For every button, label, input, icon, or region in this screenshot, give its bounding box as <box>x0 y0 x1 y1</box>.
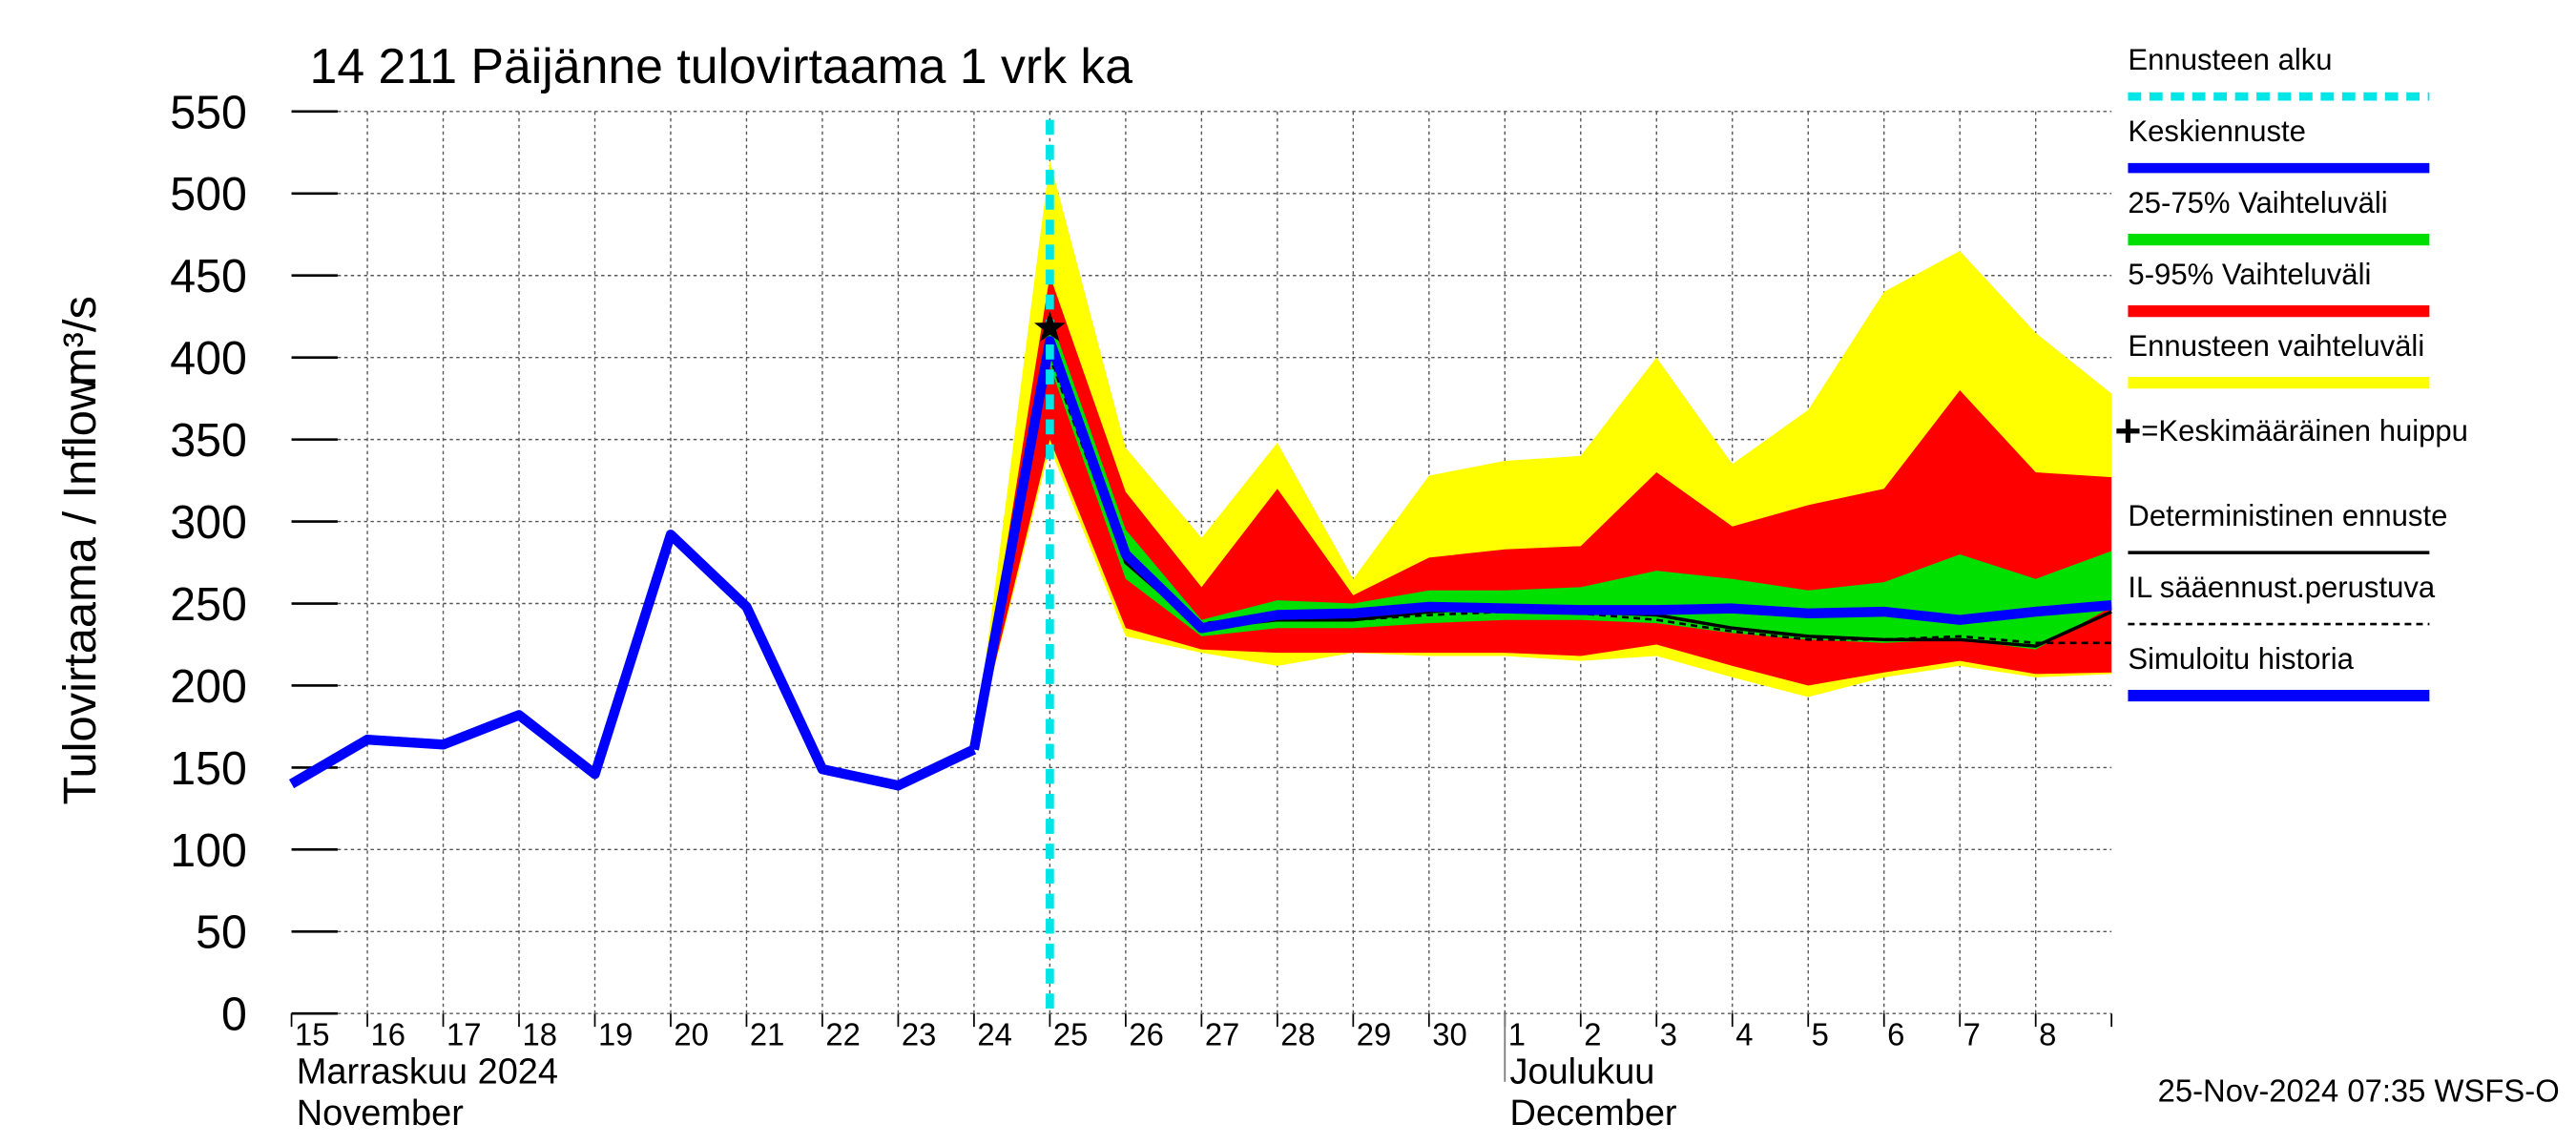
x-tick-label: 22 <box>825 1016 860 1051</box>
legend-label: IL sääennust.perustuva <box>2128 571 2435 604</box>
y-tick-label: 350 <box>170 415 247 467</box>
x-tick-label: 20 <box>674 1016 708 1051</box>
legend-label: =Keskimääräinen huippu <box>2141 414 2468 448</box>
x-tick-label: 19 <box>598 1016 633 1051</box>
y-tick-label: 450 <box>170 251 247 302</box>
legend-label: Ennusteen alku <box>2128 43 2332 76</box>
y-tick-label: 200 <box>170 661 247 713</box>
y-tick-label: 400 <box>170 333 247 385</box>
y-tick-label: 250 <box>170 579 247 631</box>
x-tick-label: 23 <box>902 1016 936 1051</box>
x-tick-label: 17 <box>447 1016 481 1051</box>
x-tick-label: 6 <box>1887 1016 1904 1051</box>
x-tick-label: 15 <box>295 1016 329 1051</box>
x-tick-label: 29 <box>1357 1016 1391 1051</box>
y-tick-label: 300 <box>170 497 247 549</box>
y-tick-label: 550 <box>170 87 247 138</box>
x-tick-label: 3 <box>1660 1016 1677 1051</box>
legend-label: 25-75% Vaihteluväli <box>2128 186 2387 219</box>
legend-label: Keskiennuste <box>2128 114 2305 148</box>
y-tick-label: 0 <box>221 989 247 1040</box>
x-tick-label: 16 <box>370 1016 405 1051</box>
x-tick-label: 4 <box>1735 1016 1753 1051</box>
x-tick-label: 28 <box>1280 1016 1315 1051</box>
month-label-en: December <box>1509 1093 1676 1134</box>
month-label-fi: Marraskuu 2024 <box>297 1051 558 1092</box>
x-tick-label: 27 <box>1205 1016 1239 1051</box>
x-tick-label: 2 <box>1584 1016 1601 1051</box>
y-tick-label: 50 <box>196 906 247 958</box>
series-line <box>968 336 2112 751</box>
y-tick-label: 500 <box>170 169 247 220</box>
x-tick-label: 25 <box>1053 1016 1088 1051</box>
x-tick-label: 26 <box>1129 1016 1163 1051</box>
chart-title: 14 211 Päijänne tulovirtaama 1 vrk ka <box>310 39 1133 94</box>
x-tick-label: 7 <box>1963 1016 1981 1051</box>
legend-peak-symbol <box>2116 419 2140 443</box>
month-label-fi: Joulukuu <box>1509 1051 1654 1092</box>
x-tick-label: 18 <box>522 1016 556 1051</box>
legend-label: 5-95% Vaihteluväli <box>2128 258 2371 291</box>
x-tick-label: 30 <box>1432 1016 1466 1051</box>
legend-label: Simuloitu historia <box>2128 642 2354 676</box>
x-tick-label: 5 <box>1812 1016 1829 1051</box>
y-tick-label: 150 <box>170 743 247 795</box>
x-tick-label: 8 <box>2039 1016 2056 1051</box>
month-label-en: November <box>297 1093 464 1134</box>
footer: 25-Nov-2024 07:35 WSFS-O <box>2158 1072 2560 1108</box>
legend-label: Deterministinen ennuste <box>2128 499 2447 532</box>
y-axis-unit: m³/s <box>54 296 106 386</box>
peak-marker <box>1033 311 1066 342</box>
series-line <box>288 530 977 791</box>
y-tick-label: 100 <box>170 825 247 877</box>
legend-label: Ennusteen vaihteluväli <box>2128 329 2424 363</box>
y-axis-label: Tulovirtaama / Inflow <box>54 376 106 805</box>
x-tick-label: 1 <box>1508 1016 1526 1051</box>
x-tick-label: 24 <box>977 1016 1011 1051</box>
x-tick-label: 21 <box>750 1016 784 1051</box>
